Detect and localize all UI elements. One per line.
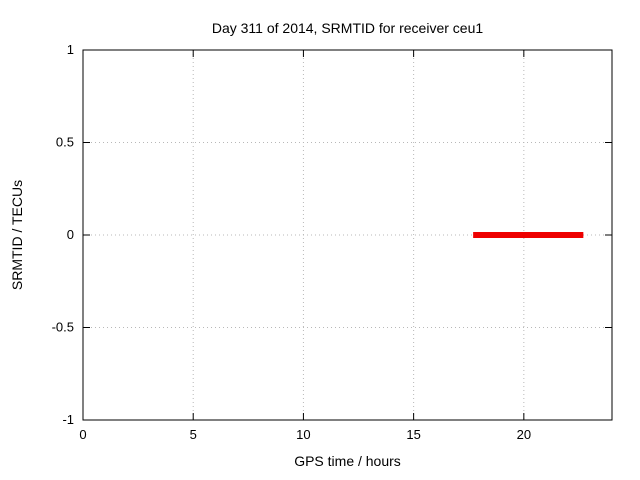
y-tick-label: -1: [62, 412, 74, 427]
x-tick-label: 15: [406, 427, 420, 442]
y-tick-label: 0.5: [56, 135, 74, 150]
y-tick-label: 1: [67, 42, 74, 57]
x-axis-label: GPS time / hours: [294, 453, 401, 469]
x-tick-label: 20: [517, 427, 531, 442]
x-tick-label: 10: [296, 427, 310, 442]
y-tick-label: 0: [67, 227, 74, 242]
chart-title: Day 311 of 2014, SRMTID for receiver ceu…: [211, 20, 484, 36]
y-tick-label: -0.5: [52, 320, 74, 335]
x-tick-label: 5: [190, 427, 197, 442]
x-tick-label: 0: [79, 427, 86, 442]
y-axis-label: SRMTID / TECUs: [9, 179, 25, 291]
